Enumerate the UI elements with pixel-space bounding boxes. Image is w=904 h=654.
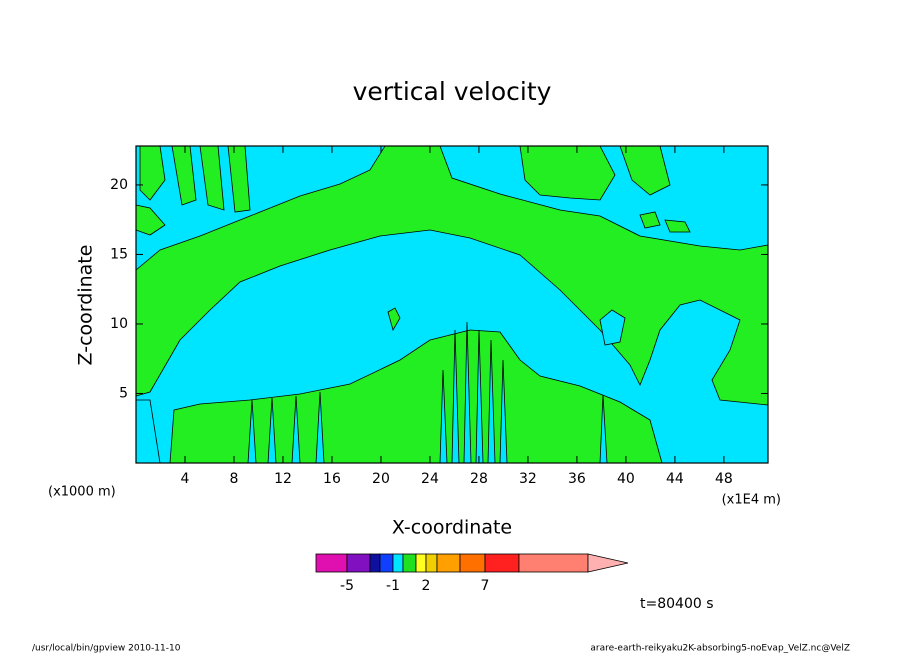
colorbar-tick-label: -5 [340,578,354,594]
y-tick-label: 5 [119,385,128,401]
x-unit-label: (x1000 m) [48,485,116,500]
colorbar-segment [484,553,520,573]
colorbar-tick-label: 2 [422,578,431,594]
x-axis-label: X-coordinate [392,517,512,539]
region-cyan [599,309,626,346]
colorbar-segment [402,553,417,573]
plot-frame [135,145,769,464]
colorbar-tick-label: -1 [386,578,400,594]
colorbar-extension [587,553,629,573]
x-tick-label: 24 [421,471,439,487]
x-unit-label: (x1E4 m) [722,493,781,508]
colorbar-segment [425,553,438,573]
colorbar-segment [392,553,404,573]
footer-right: arare-earth-reikyaku2K-absorbing5-noEvap… [590,644,850,654]
region-green [519,145,616,201]
x-tick-label: 4 [181,471,190,487]
colorbar-segment [379,553,394,573]
colorbar-segment [436,553,461,573]
colorbar-segment [346,553,371,573]
colorbar-segment [315,553,348,573]
region-green [664,219,691,233]
y-tick-label: 20 [110,177,128,193]
y-tick-label: 15 [110,246,128,262]
x-tick-label: 16 [323,471,341,487]
colorbar-segment [518,553,589,573]
chart-title: vertical velocity [353,77,552,106]
x-tick-label: 8 [230,471,239,487]
y-axis-label: Z-coordinate [75,245,97,366]
x-tick-label: 44 [666,471,684,487]
region-green [387,307,401,332]
contour-field [135,145,769,464]
region-green [639,211,661,229]
x-tick-label: 28 [470,471,488,487]
colorbar-tick-label: 7 [481,578,490,594]
x-tick-label: 40 [617,471,635,487]
time-label: t=80400 s [640,596,714,612]
colorbar-segment [415,553,427,573]
x-tick-label: 12 [274,471,292,487]
footer-left: /usr/local/bin/gpview 2010-11-10 [32,644,181,654]
x-tick-label: 48 [715,471,733,487]
region-green [169,329,663,464]
colorbar-segment [369,553,381,573]
colorbar-segment [459,553,486,573]
x-tick-label: 20 [372,471,390,487]
y-tick-label: 10 [110,316,128,332]
x-tick-label: 36 [568,471,586,487]
x-tick-label: 32 [519,471,537,487]
